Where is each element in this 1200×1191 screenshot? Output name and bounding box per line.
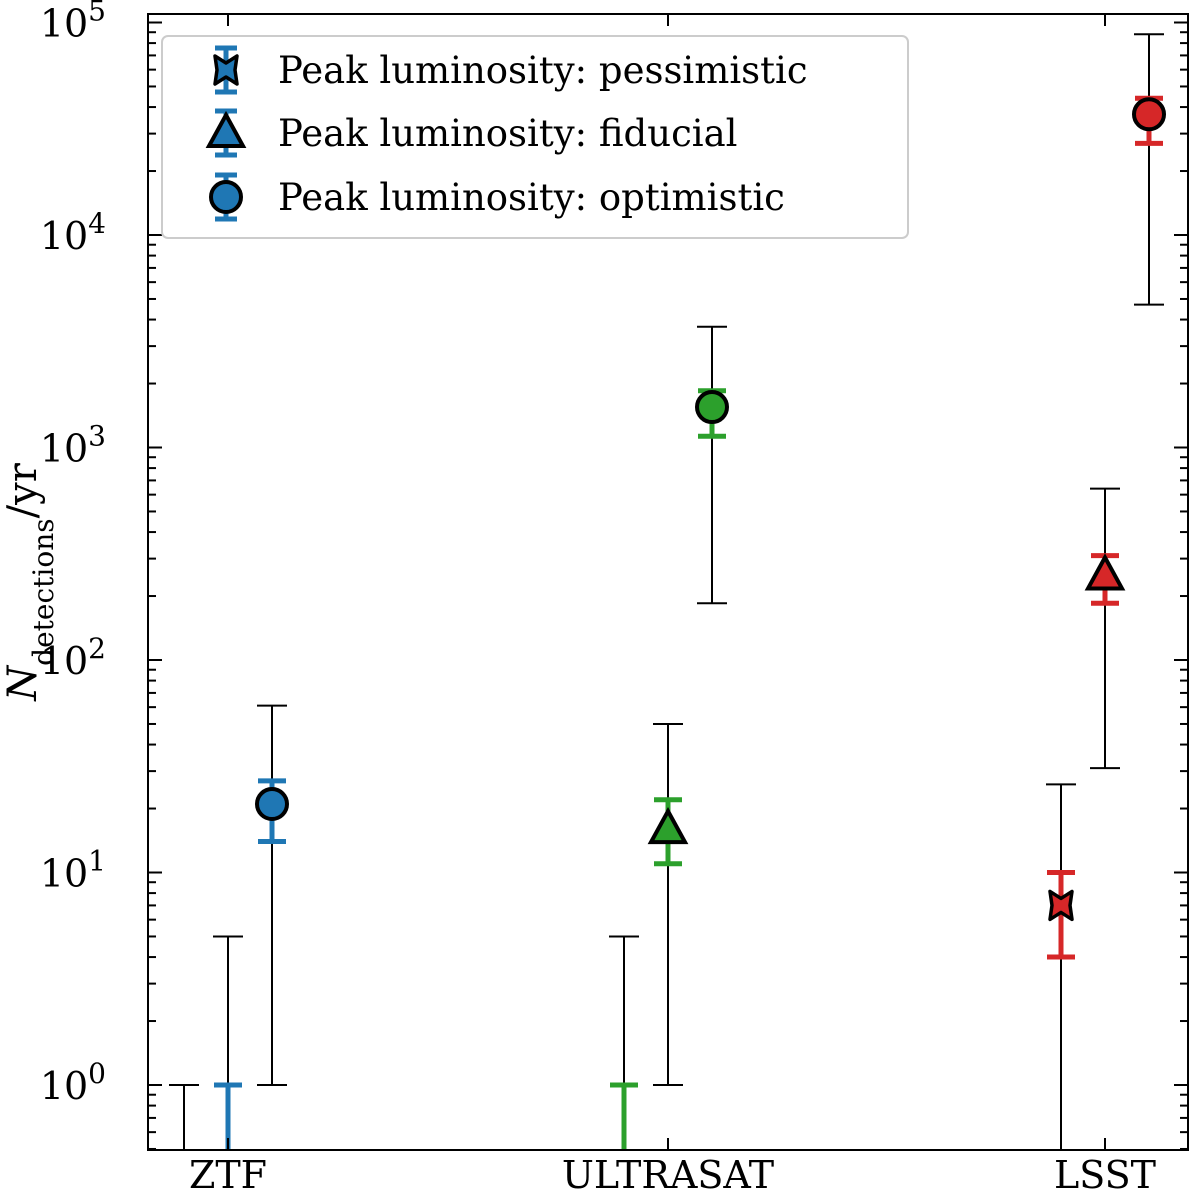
legend-marker-circle xyxy=(209,180,243,214)
axis-ticks: 100 101 102 103 104 105 ZTF ULTRASAT LSST xyxy=(40,0,1188,1191)
legend-frame xyxy=(161,35,909,239)
y-tick-label: 104 xyxy=(40,207,106,258)
legend-entry-circle: Peak luminosity: optimistic xyxy=(209,172,785,222)
plot-marks xyxy=(169,33,1166,1150)
point-lsst-triangle-marker xyxy=(1084,553,1126,591)
legend-marker-x xyxy=(213,54,239,86)
point-ztf-circle-outer-errorbar xyxy=(257,704,287,1086)
point-ultrasat-x-inner-errorbar xyxy=(610,1082,638,1150)
point-ultrasat-triangle-outer-errorbar xyxy=(653,722,683,1086)
legend-label: Peak luminosity: pessimistic xyxy=(278,49,808,92)
point-lsst-triangle-outer-errorbar xyxy=(1090,487,1120,770)
y-tick-label: 103 xyxy=(40,420,106,471)
y-tick-label: 100 xyxy=(40,1057,106,1108)
point-lsst-circle-outer-errorbar xyxy=(1134,33,1164,306)
x-tick-label-ultrasat: ULTRASAT xyxy=(562,1153,774,1191)
y-axis-label: Ndetections/yr xyxy=(0,462,60,702)
point-ultrasat-triangle-marker xyxy=(647,806,689,845)
point-ztf-x xyxy=(169,1084,199,1150)
point-lsst-x-outer-errorbar xyxy=(1046,783,1076,1150)
legend-label: Peak luminosity: optimistic xyxy=(278,176,785,219)
point-ztf-triangle xyxy=(213,935,243,1150)
point-lsst-x-inner-errorbar xyxy=(1047,870,1075,960)
legend: Peak luminosity: pessimistic Peak luminos… xyxy=(161,35,909,239)
point-lsst-x xyxy=(1046,783,1076,1150)
legend-entry-triangle: Peak luminosity: fiducial xyxy=(205,108,738,158)
legend-label: Peak luminosity: fiducial xyxy=(278,112,738,155)
legend-entry-x: Peak luminosity: pessimistic xyxy=(213,45,808,95)
point-lsst-circle-marker xyxy=(1132,97,1166,132)
y-tick-label: 101 xyxy=(40,845,106,896)
point-ultrasat-circle-outer-errorbar xyxy=(697,325,727,605)
point-ztf-circle xyxy=(255,704,289,1086)
point-ztf-circle-marker xyxy=(255,787,289,822)
plot-frame xyxy=(147,13,1189,1151)
point-ultrasat-x xyxy=(609,935,639,1150)
x-tick-label-lsst: LSST xyxy=(1054,1153,1156,1191)
legend-marker-triangle xyxy=(205,110,247,148)
point-ultrasat-circle-marker xyxy=(695,390,729,425)
point-ultrasat-circle xyxy=(695,325,729,605)
point-ztf-x-outer-errorbar xyxy=(169,1084,199,1150)
y-tick-label: 105 xyxy=(40,0,106,46)
x-tick-label-ztf: ZTF xyxy=(189,1153,267,1191)
point-lsst-circle xyxy=(1132,33,1166,306)
point-lsst-triangle xyxy=(1084,487,1126,770)
y-tick-label: 102 xyxy=(40,632,106,683)
point-lsst-x-marker xyxy=(1048,889,1074,922)
point-ultrasat-triangle xyxy=(647,722,689,1086)
